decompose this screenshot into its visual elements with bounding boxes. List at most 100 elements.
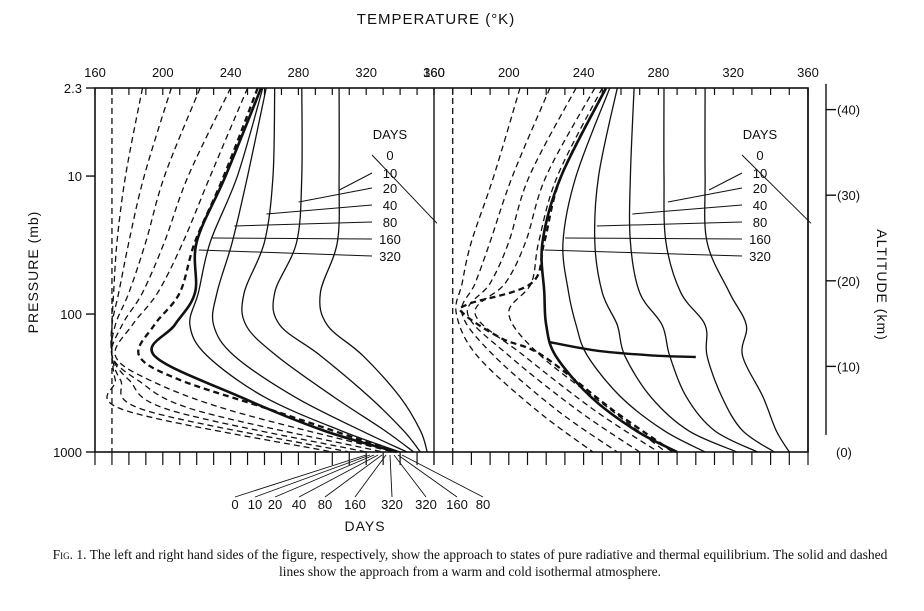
day-leader-line xyxy=(234,221,373,227)
bottom-day-label: 320 xyxy=(381,497,403,512)
bottom-day-label: 40 xyxy=(292,497,306,512)
y2-tick-label: (0) xyxy=(836,445,852,460)
y2-tick-label: (10) xyxy=(837,359,860,374)
warm-series-day-80 xyxy=(211,87,408,453)
x-tick-label: 360 xyxy=(423,65,445,80)
bottom-day-label: 80 xyxy=(318,497,332,512)
panel-1 xyxy=(94,87,438,465)
plot-frame xyxy=(94,87,809,453)
y-tick-label: 2.3 xyxy=(64,81,82,96)
warm-series-day-320 xyxy=(540,87,678,454)
bottom-days-label: DAYS xyxy=(344,518,385,534)
warm-series-day-40 xyxy=(628,87,758,453)
caption-text: The left and right hand sides of the fig… xyxy=(89,547,888,579)
bottom-day-label: 160 xyxy=(446,497,468,512)
cold-series-day-10 xyxy=(106,87,333,453)
figure-caption: Fig. 1. The left and right hand sides of… xyxy=(40,546,900,580)
day-leader-line xyxy=(371,154,438,224)
day-label: 160 xyxy=(379,232,401,247)
x-tick-label: 240 xyxy=(573,65,595,80)
bottom-day-label: 320 xyxy=(415,497,437,512)
day-leader-line xyxy=(339,172,373,191)
warm-series-day-10 xyxy=(319,87,428,453)
x-tick-label: 320 xyxy=(722,65,744,80)
day-leader-line xyxy=(298,187,373,203)
day-leader-line xyxy=(667,187,743,203)
y2-axis-label: ALTITUDE (km) xyxy=(874,229,890,341)
bottom-day-leader xyxy=(401,454,484,498)
warm-series-day-80 xyxy=(593,87,738,453)
day-label: DAYS xyxy=(373,127,408,142)
day-label: 0 xyxy=(756,148,763,163)
y2-tick-label: (20) xyxy=(837,274,860,289)
caption-label: Fig. 1. xyxy=(52,547,87,562)
day-leader-line xyxy=(741,154,812,224)
day-label: 160 xyxy=(749,232,771,247)
cold-series-day-40 xyxy=(466,87,641,453)
cold-series-day-320 xyxy=(458,87,675,453)
x-tick-label: 240 xyxy=(220,65,242,80)
warm-series-day-20 xyxy=(272,87,421,453)
day-leader-line xyxy=(212,237,373,240)
y2-tick-label: (30) xyxy=(837,188,860,203)
bottom-day-leader xyxy=(397,454,458,498)
day-label: 0 xyxy=(386,148,393,163)
day-label: 80 xyxy=(383,215,397,230)
x-tick-label: 160 xyxy=(84,65,106,80)
cold-series-day-80 xyxy=(474,87,659,453)
day-label: 20 xyxy=(383,181,397,196)
warm-series-day-160 xyxy=(562,87,706,453)
day-leader-line xyxy=(596,221,743,227)
day-label: DAYS xyxy=(743,127,778,142)
warm-series-day-160 xyxy=(189,87,401,453)
day-label: 80 xyxy=(753,215,767,230)
x-tick-label: 200 xyxy=(498,65,520,80)
day-label: 320 xyxy=(379,249,401,264)
panel-2 xyxy=(433,87,812,465)
bottom-day-label: 20 xyxy=(268,497,282,512)
cold-series-day-160 xyxy=(114,87,394,453)
x-tick-label: 280 xyxy=(288,65,310,80)
cold-series-day-10 xyxy=(455,87,594,453)
day-leader-line xyxy=(544,249,743,257)
day-leader-line xyxy=(266,204,373,215)
day-label: 10 xyxy=(753,166,767,181)
day-label: 40 xyxy=(383,198,397,213)
x-tick-label: 200 xyxy=(152,65,174,80)
day-leader-line xyxy=(198,249,373,257)
cold-series-day-20 xyxy=(460,87,618,453)
y-tick-label: 1000 xyxy=(53,445,82,460)
day-leader-line xyxy=(632,204,743,215)
cold-series-day-20 xyxy=(110,87,350,453)
tropopause-line xyxy=(549,341,696,359)
day-label: 320 xyxy=(749,249,771,264)
x-tick-label: 160 xyxy=(423,65,445,80)
bottom-day-label: 10 xyxy=(248,497,262,512)
day-label: 10 xyxy=(383,166,397,181)
x-tick-label: 360 xyxy=(797,65,819,80)
warm-series-day-20 xyxy=(663,87,775,453)
bottom-day-leader xyxy=(354,454,387,498)
y-tick-label: 100 xyxy=(60,307,82,322)
warm-series-day-10 xyxy=(704,87,790,453)
day-label: 40 xyxy=(753,198,767,213)
bottom-day-label: 160 xyxy=(344,497,366,512)
x-tick-label: 280 xyxy=(648,65,670,80)
bottom-day-leader xyxy=(389,454,393,498)
cold-series-day-160 xyxy=(508,87,667,453)
bottom-day-leader xyxy=(254,454,371,498)
y-tick-label: 10 xyxy=(68,169,82,184)
warm-series-day-320 xyxy=(150,87,398,454)
bottom-day-leader xyxy=(274,454,375,498)
cold-series-day-320 xyxy=(137,87,398,454)
radiative-equilibrium-figure: TEMPERATURE (°K) PRESSURE (mb) ALTITUDE … xyxy=(25,11,890,534)
day-label: 20 xyxy=(753,181,767,196)
day-leader-line xyxy=(565,237,743,240)
day-leader-line xyxy=(708,172,743,191)
x-tick-label: 320 xyxy=(355,65,377,80)
bottom-day-leader xyxy=(324,454,383,498)
cold-series-day-40 xyxy=(110,87,367,453)
bottom-day-leader xyxy=(298,454,379,498)
bottom-day-leader xyxy=(234,454,367,498)
